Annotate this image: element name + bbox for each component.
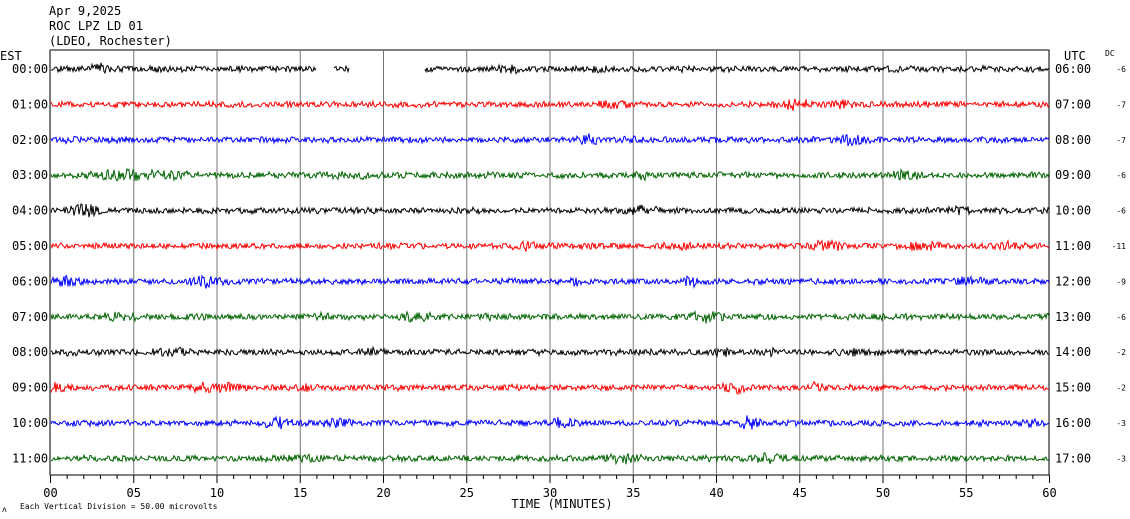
row-label-utc: 16:00 <box>1055 416 1091 430</box>
row-dc-offset: -6 <box>1116 65 1126 74</box>
row-dc-offset: -9 <box>1116 277 1126 286</box>
axis-labels: 00 05 10 15 20 25 30 35 40 45 50 55 60 00:00 06:00 -6 01… <box>12 62 1126 500</box>
x-axis-title: TIME (MINUTES) <box>511 497 612 511</box>
seismic-traces <box>50 62 1050 466</box>
seismic-trace-row-1100 <box>50 452 1050 466</box>
x-tick-label-55: 55 <box>959 486 973 500</box>
dc-header-label: DC <box>1105 49 1115 58</box>
row-dc-offset: -11 <box>1112 242 1127 251</box>
network-name: (LDEO, Rochester) <box>49 34 172 48</box>
seismic-trace-row-0100 <box>50 98 1050 111</box>
seismic-trace-row-0700 <box>50 309 1050 324</box>
row-label-utc: 09:00 <box>1055 168 1091 182</box>
scale-note: Each Vertical Division = 50.00 microvolt… <box>20 502 218 511</box>
row-dc-offset: -7 <box>1116 136 1126 145</box>
x-tick-label-35: 35 <box>626 486 640 500</box>
x-tick-label-25: 25 <box>460 486 474 500</box>
x-tick-label-30: 30 <box>543 486 557 500</box>
row-label-utc: 13:00 <box>1055 310 1091 324</box>
row-dc-offset: -7 <box>1116 100 1126 109</box>
row-label-local: 10:00 <box>12 416 48 430</box>
seismic-trace-row-0000 <box>50 62 1050 75</box>
row-label-utc: 10:00 <box>1055 204 1091 218</box>
row-label-local: 08:00 <box>12 345 48 359</box>
row-label-local: 01:00 <box>12 97 48 111</box>
corner-mark: ʌ <box>2 505 7 514</box>
row-dc-offset: -6 <box>1116 207 1126 216</box>
row-label-utc: 17:00 <box>1055 451 1091 465</box>
row-label-utc: 11:00 <box>1055 239 1091 253</box>
row-label-local: 05:00 <box>12 239 48 253</box>
x-tick-label-20: 20 <box>376 486 390 500</box>
seismic-trace-row-0400 <box>50 203 1050 218</box>
x-tick-label-15: 15 <box>293 486 307 500</box>
row-dc-offset: -2 <box>1116 384 1126 393</box>
seismic-trace-row-0900 <box>50 380 1050 396</box>
row-label-utc: 14:00 <box>1055 345 1091 359</box>
row-label-local: 04:00 <box>12 204 48 218</box>
x-tick-label-50: 50 <box>876 486 890 500</box>
row-dc-offset: -3 <box>1116 419 1126 428</box>
x-tick-label-00: 00 <box>43 486 57 500</box>
row-dc-offset: -6 <box>1116 313 1126 322</box>
right-timezone-label: UTC <box>1064 49 1086 63</box>
seismic-trace-row-0600 <box>50 274 1050 290</box>
row-label-utc: 12:00 <box>1055 274 1091 288</box>
seismic-trace-row-0200 <box>50 133 1050 147</box>
row-dc-offset: -3 <box>1116 454 1126 463</box>
row-label-utc: 15:00 <box>1055 381 1091 395</box>
x-tick-label-10: 10 <box>210 486 224 500</box>
row-label-local: 11:00 <box>12 451 48 465</box>
row-dc-offset: -2 <box>1116 348 1126 357</box>
station-code: ROC LPZ LD 01 <box>49 19 143 33</box>
row-label-local: 06:00 <box>12 274 48 288</box>
row-label-utc: 07:00 <box>1055 97 1091 111</box>
plot-date: Apr 9,2025 <box>49 4 122 18</box>
row-label-local: 07:00 <box>12 310 48 324</box>
seismic-trace-row-1000 <box>50 415 1050 430</box>
x-tick-label-60: 60 <box>1042 486 1056 500</box>
row-label-utc: 08:00 <box>1055 133 1091 147</box>
row-label-local: 02:00 <box>12 133 48 147</box>
x-tick-label-40: 40 <box>709 486 723 500</box>
grid-lines <box>49 49 1050 483</box>
x-tick-label-05: 05 <box>127 486 141 500</box>
seismic-trace-row-0500 <box>50 238 1050 252</box>
seismic-trace-row-0800 <box>50 345 1050 359</box>
row-label-utc: 06:00 <box>1055 62 1091 76</box>
x-tick-label-45: 45 <box>793 486 807 500</box>
seismic-trace-row-0300 <box>50 167 1050 182</box>
left-timezone-label: EST <box>0 49 22 63</box>
row-label-local: 09:00 <box>12 381 48 395</box>
row-label-local: 03:00 <box>12 168 48 182</box>
row-dc-offset: -6 <box>1116 171 1126 180</box>
row-label-local: 00:00 <box>12 62 48 76</box>
